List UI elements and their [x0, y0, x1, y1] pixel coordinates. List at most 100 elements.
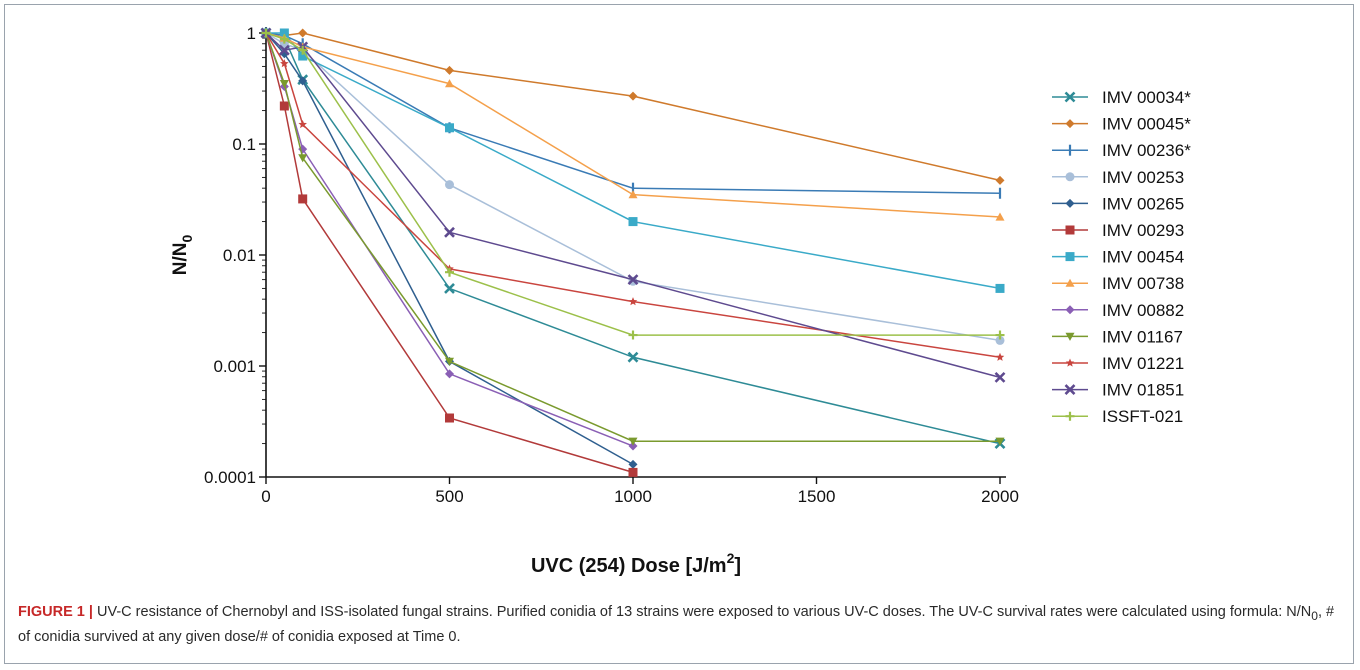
legend: IMV 00034* IMV 00045* IMV 00236* IMV 00253 I…: [1052, 88, 1191, 426]
series-imv-00045: [261, 28, 1005, 185]
data-point: [628, 330, 638, 340]
data-point: [445, 413, 454, 423]
legend-item: IMV 00882: [1052, 301, 1184, 320]
caption-tail: , # of conidia survived at any given dos…: [18, 604, 1335, 645]
x-tick-label: 2000: [981, 487, 1019, 506]
legend-label: IMV 01167: [1102, 327, 1183, 346]
legend-item: IMV 00265: [1052, 194, 1184, 213]
y-tick-label: 0.001: [213, 357, 256, 376]
data-point: [445, 357, 454, 366]
legend-item: IMV 00253: [1052, 168, 1184, 187]
caption-text: UV-C resistance of Chernobyl and ISS-iso…: [97, 604, 1312, 620]
legend-swatch-marker: [1065, 252, 1075, 262]
legend-swatch-marker: [1065, 198, 1075, 208]
data-point: [298, 51, 308, 61]
x-axis-title: UVC (254) Dose [J/m2]: [531, 550, 741, 577]
legend-label: IMV 00454: [1102, 248, 1184, 267]
caption-label: FIGURE 1 |: [18, 604, 93, 620]
legend-label: IMV 00265: [1102, 194, 1184, 213]
legend-label: IMV 00293: [1102, 221, 1184, 240]
legend-item: IMV 01851: [1052, 381, 1184, 400]
series-imv-00034: [260, 27, 1006, 450]
data-point: [279, 28, 289, 38]
x-tick-label: 1000: [614, 487, 652, 506]
y-tick-label: 0.01: [223, 246, 256, 265]
legend-swatch-marker: [1065, 358, 1075, 367]
data-point: [261, 28, 271, 38]
data-point: [445, 65, 454, 75]
data-point: [444, 226, 455, 238]
data-point: [995, 437, 1005, 446]
data-point: [628, 217, 638, 227]
legend-label: IMV 00882: [1102, 301, 1184, 320]
legend-item: IMV 00293: [1052, 221, 1184, 240]
data-point: [445, 267, 454, 277]
series-imv-00293: [261, 28, 638, 477]
legend-item: IMV 00236*: [1052, 141, 1191, 160]
y-tick-label: 0.1: [232, 135, 256, 154]
legend-swatch-marker: [1065, 225, 1075, 235]
figure-frame: [4, 4, 1354, 664]
series-line: [265, 32, 1001, 379]
caption-subscript: 0: [1311, 608, 1318, 623]
x-tick-label: 0: [261, 487, 270, 506]
survival-line-chart: 0 500 1000 1500 2000 0.0001 0.001 0.01 0.1 1 IMV …: [170, 24, 1191, 577]
legend-item: IMV 00738: [1052, 274, 1184, 293]
series-line: [265, 32, 634, 447]
legend-swatch-marker: [1065, 172, 1075, 182]
legend-swatch-marker: [1065, 119, 1075, 129]
series-imv-01167: [261, 29, 1005, 446]
legend-label: IMV 00236*: [1102, 141, 1191, 160]
data-point: [298, 28, 308, 38]
data-point: [279, 34, 289, 44]
data-point: [445, 369, 454, 379]
data-point: [445, 180, 454, 190]
data-point: [280, 59, 289, 68]
legend-item: IMV 01221: [1052, 354, 1184, 373]
legend-swatch-marker: [1064, 384, 1076, 396]
legend-item: IMV 00454: [1052, 248, 1184, 267]
series-line: [265, 32, 1001, 358]
series-line: [265, 32, 1000, 442]
series-issft-021: [261, 28, 1005, 340]
series-line: [265, 32, 1001, 218]
data-point: [995, 212, 1005, 221]
legend-item: IMV 00045*: [1052, 115, 1191, 134]
data-point: [445, 79, 454, 88]
data-point: [628, 467, 638, 477]
data-point: [995, 352, 1005, 361]
data-point: [628, 459, 638, 469]
legend-swatch-marker: [1064, 91, 1076, 103]
legend-swatch-marker: [1065, 332, 1075, 341]
y-tick-label: 0.0001: [204, 468, 256, 487]
series-imv-00882: [261, 28, 638, 451]
x-tick-label: 500: [435, 487, 463, 506]
series-imv-01851: [260, 27, 1006, 383]
x-tick-label: 1500: [798, 487, 836, 506]
data-point: [994, 371, 1006, 383]
data-point: [627, 274, 639, 286]
data-point: [279, 101, 289, 111]
data-point: [627, 351, 639, 363]
legend-label: ISSFT-021: [1102, 407, 1183, 426]
data-point: [278, 44, 290, 56]
data-point: [628, 441, 638, 451]
legend-item: IMV 01167: [1052, 327, 1183, 346]
legend-label: IMV 00034*: [1102, 88, 1191, 107]
legend-item: IMV 00034*: [1052, 88, 1191, 107]
series-line: [265, 32, 1001, 195]
figure-caption: FIGURE 1 | UV-C resistance of Chernobyl …: [18, 602, 1338, 648]
data-point: [298, 76, 308, 86]
data-point: [444, 282, 455, 294]
y-axis-title: N/N0: [170, 235, 195, 276]
legend-label: IMV 00738: [1102, 274, 1184, 293]
legend-swatch-marker: [1065, 305, 1075, 315]
legend-label: IMV 00045*: [1102, 115, 1191, 134]
series-imv-00454: [261, 28, 1005, 293]
legend-label: IMV 01851: [1102, 381, 1184, 400]
data-point: [995, 335, 1005, 345]
data-point: [628, 190, 638, 199]
data-point: [298, 154, 308, 163]
legend-label: IMV 00253: [1102, 168, 1184, 187]
axes: 0 500 1000 1500 2000 0.0001 0.001 0.01 0.1 1: [204, 24, 1019, 506]
